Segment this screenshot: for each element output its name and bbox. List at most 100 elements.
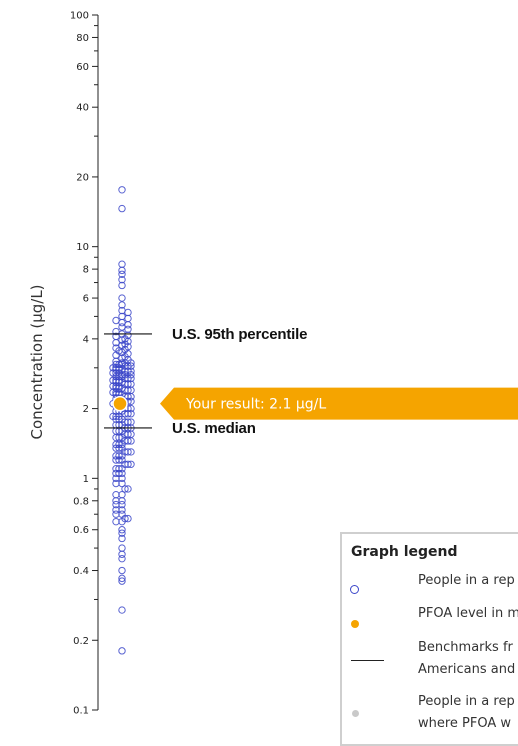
population-point [118,566,126,575]
y-tick-label: 0.1 [73,706,89,717]
population-point [127,437,135,445]
population-point [118,294,126,302]
population-point [112,316,120,325]
population-point [118,529,126,537]
population-point [124,314,132,323]
population-points [109,186,135,655]
population-point [118,186,126,194]
population-point [121,485,129,493]
concentration-chart: 0.1 0.2 0.4 0.6 0.8 1 2 4 6 8 10 20 40 60 80 100 U.S. 9… [28,11,518,717]
graph-legend: Graph legend People in a rep PFOA level … [340,532,518,746]
population-point [112,444,120,452]
population-point [112,510,120,518]
population-point [118,204,126,213]
population-point [118,301,126,309]
legend-item-your-level-line-1: PFOA level in m [418,606,518,621]
y-tick-label: 0.6 [73,525,89,536]
population-point [112,456,120,464]
population-point [112,415,120,423]
your-result-marker [112,395,128,412]
population-point [118,550,126,558]
y-tick-label: 1 [83,474,89,485]
y-tick-label: 0.4 [73,566,89,577]
population-point [112,506,120,514]
population-point [124,308,132,317]
population-point [124,437,132,445]
y-tick-label: 2 [83,404,89,415]
population-point [118,577,126,585]
population-point [118,534,126,543]
population-point [115,456,123,464]
your-result-banner [160,387,518,420]
benchmarks: U.S. 95th percentile U.S. median [104,326,307,437]
population-point [118,266,126,275]
population-point [115,415,123,423]
y-tick-label: 20 [76,172,89,183]
population-point [124,514,132,523]
population-point [127,460,135,468]
population-point [124,410,132,418]
y-tick-label: 60 [76,62,89,73]
population-point [112,479,120,488]
your-result-callout: Your result: 2.1 µg/L [112,387,518,420]
legend-item-your-level-text: PFOA level in m [418,603,518,625]
population-point [127,448,135,456]
legend-item-grey-line-2: where PFOA w [418,716,512,731]
black-line-icon [351,660,384,661]
population-point [118,276,126,284]
legend-title: Graph legend [351,544,458,560]
population-point [118,323,126,331]
population-point [112,497,120,505]
population-point [124,460,132,468]
legend-item-benchmarks-line-1: Benchmarks fr [418,640,513,655]
population-point [112,469,120,478]
population-point [124,448,132,456]
population-point [124,485,132,493]
legend-item-grey-text: People in a rep where PFOA w [418,691,518,735]
grey-dot-icon [352,710,359,717]
population-point [118,606,126,614]
population-point [112,474,120,483]
population-point [118,574,126,583]
y-tick-label: 10 [76,242,89,253]
population-point [124,325,132,333]
population-point [112,500,120,509]
y-axis: 0.1 0.2 0.4 0.6 0.8 1 2 4 6 8 10 20 40 60 80 100 [70,11,99,717]
y-tick-label: 40 [76,103,89,114]
population-point [118,647,126,655]
legend-item-benchmarks-line-2: Americans and [418,662,516,677]
your-result-label: Your result: 2.1 µg/L [185,397,326,413]
population-point [127,410,135,418]
population-point [118,260,126,268]
y-axis-label: Concentration (µg/L) [28,284,46,439]
population-point [115,444,123,452]
population-point [118,270,126,278]
population-point [112,433,120,442]
population-point [127,367,135,375]
legend-item-benchmarks-text: Benchmarks fr Americans and [418,637,518,681]
population-point [118,510,126,518]
population-point [118,281,126,290]
population-point [127,397,135,406]
population-point [112,517,120,526]
legend-item-population-text: People in a rep [418,570,518,592]
population-point [124,374,132,383]
population-point [118,554,126,563]
y-tick-label: 6 [83,294,89,305]
y-tick-label: 0.2 [73,636,89,647]
population-point [118,490,126,499]
population-point [115,433,123,442]
legend-item-grey-line-1: People in a rep [418,694,515,709]
y-tick-label: 8 [83,265,89,276]
y-tick-label: 0.8 [73,496,89,507]
benchmark-label: U.S. median [172,420,256,437]
legend-item-population-line-1: People in a rep [418,573,515,588]
population-point [112,490,120,499]
y-tick-label: 100 [70,11,89,22]
y-tick-label: 80 [76,33,89,44]
y-tick-label: 4 [83,334,89,345]
population-point [118,544,126,552]
orange-dot-icon [351,620,359,628]
population-point [118,526,126,534]
hollow-blue-circle-icon [350,585,359,594]
